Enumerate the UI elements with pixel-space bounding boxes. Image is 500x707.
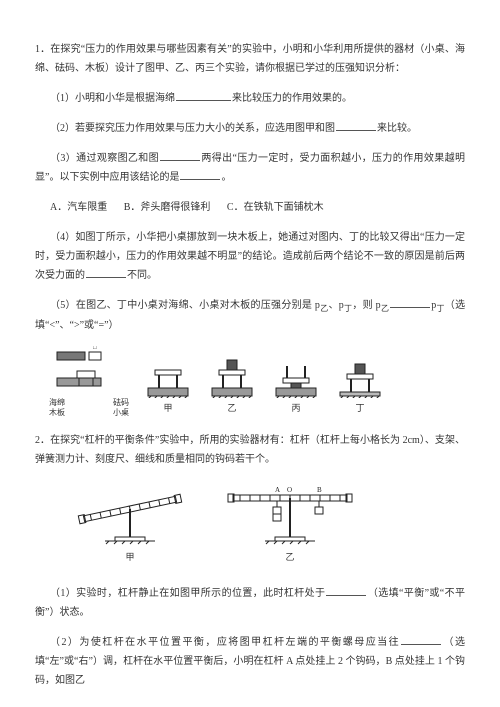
- q1-p2b: 来比较。: [377, 123, 417, 134]
- q1-p3a: （3）通过观察图乙和图: [50, 153, 159, 164]
- fig2-yi: A O B 乙: [225, 483, 355, 566]
- q1-figures: □ 海绵 木板 砝码 小桌 甲: [49, 346, 465, 417]
- sub-yi: 乙: [320, 304, 329, 313]
- q1-p5c: ，则 p: [352, 300, 380, 311]
- q1-p1b: 来比较压力的作用效果的。: [232, 93, 352, 104]
- blank: [401, 634, 441, 645]
- blank: [176, 90, 231, 101]
- q1-part2: （2）若要探究压力作用效果与压力大小的关系，应选用图甲和图 来比较。: [35, 119, 465, 138]
- lab-weight-icon: □: [93, 346, 97, 351]
- lab2-jia: 甲: [75, 549, 185, 566]
- fig-yi-svg: [207, 352, 257, 398]
- q1-part3: （3）通过观察图乙和图两得出“压力一定时，受力面积越小，压力的作用效果越明显”。…: [35, 149, 465, 187]
- q2-p1a: （1）实验时，杠杆静止在如图甲所示的位置，此时杠杆处于: [50, 588, 325, 599]
- sub-yi: 乙: [381, 304, 390, 313]
- q1-optB: B．斧头磨得很锋利: [124, 202, 211, 213]
- lab-ding: 丁: [335, 400, 385, 417]
- blank: [326, 585, 366, 596]
- q1-p3c: 。: [221, 172, 231, 183]
- q1-p1a: （1）小明和小华是根据海绵: [50, 93, 175, 104]
- sub-ding: 丁: [436, 304, 445, 313]
- fig-bing-svg: [271, 352, 321, 398]
- q1-p2a: （2）若要探究压力作用效果与压力大小的关系，应选用图甲和图: [50, 123, 335, 134]
- blank: [180, 169, 220, 180]
- q1-optA: A．汽车限重: [50, 202, 107, 213]
- q2-part1: （1）实验时，杠杆静止在如图甲所示的位置，此时杠杆处于（选填“平衡”或“不平衡”…: [35, 584, 465, 622]
- lab-weight: 砝码: [113, 398, 129, 408]
- q1-stem: 1．在探究“压力的作用效果与哪些因素有关”的实验中，小明和小华利用所提供的器材（…: [35, 40, 465, 78]
- q1-p5a: （5）在图乙、丁中小桌对海绵、小桌对木板的压强分别是 p: [50, 300, 320, 311]
- lab-board: 木板: [49, 408, 65, 418]
- fig-ding-svg: [335, 352, 385, 398]
- q1-p5b: 、p: [329, 300, 344, 311]
- q1-part1: （1）小明和小华是根据海绵 来比较压力的作用效果的。: [35, 89, 465, 108]
- blank: [390, 297, 430, 308]
- lab-O: O: [287, 486, 292, 494]
- fig-jia: 甲: [143, 352, 193, 417]
- lab-jia: 甲: [143, 400, 193, 417]
- q1-part4: （4）如图丁所示，小华把小桌挪放到一块木板上，她通过对图内、丁的比较又得出“压力…: [35, 228, 465, 285]
- q1-optC: C．在铁轨下面铺枕木: [227, 202, 324, 213]
- lab2-yi: 乙: [225, 549, 355, 566]
- fig-jia-svg: [143, 352, 193, 398]
- fig-labelled-svg: □: [49, 346, 129, 396]
- q1-options: A．汽车限重 B．斧头磨得很锋利 C．在铁轨下面铺枕木: [35, 198, 465, 217]
- blank: [336, 120, 376, 131]
- blank: [160, 150, 200, 161]
- q2-figures: 甲 A O B 乙: [75, 483, 465, 566]
- lab-bing: 丙: [271, 400, 321, 417]
- lab-sponge: 海绵: [49, 398, 65, 408]
- q2-stem: 2．在探究“杠杆的平衡条件”实验中，所用的实验器材有：杠杆（杠杆上每小格长为 2…: [35, 431, 465, 469]
- q2-part2: （2）为使杠杆在水平位置平衡，应将图甲杠杆左端的平衡螺母应当往（选填“左”或“右…: [35, 633, 465, 690]
- q2-p2a: （2）为使杠杆在水平位置平衡，应将图甲杠杆左端的平衡螺母应当往: [50, 637, 400, 648]
- fig-ding: 丁: [335, 352, 385, 417]
- fig-yi: 乙: [207, 352, 257, 417]
- lab-yi: 乙: [207, 400, 257, 417]
- blank: [86, 267, 126, 278]
- lab-B: B: [317, 486, 322, 494]
- q1-part5: （5）在图乙、丁中小桌对海绵、小桌对木板的压强分别是 p乙、p丁，则 p乙p丁（…: [35, 296, 465, 335]
- lab-A: A: [275, 486, 280, 494]
- lab-table: 小桌: [113, 408, 129, 418]
- fig2-jia: 甲: [75, 487, 185, 566]
- fig-labelled: □ 海绵 木板 砝码 小桌: [49, 346, 129, 417]
- q1-p4b: 不同。: [127, 270, 157, 281]
- fig2-yi-svg: A O B: [225, 483, 355, 547]
- fig-bing: 丙: [271, 352, 321, 417]
- fig2-jia-svg: [75, 487, 185, 547]
